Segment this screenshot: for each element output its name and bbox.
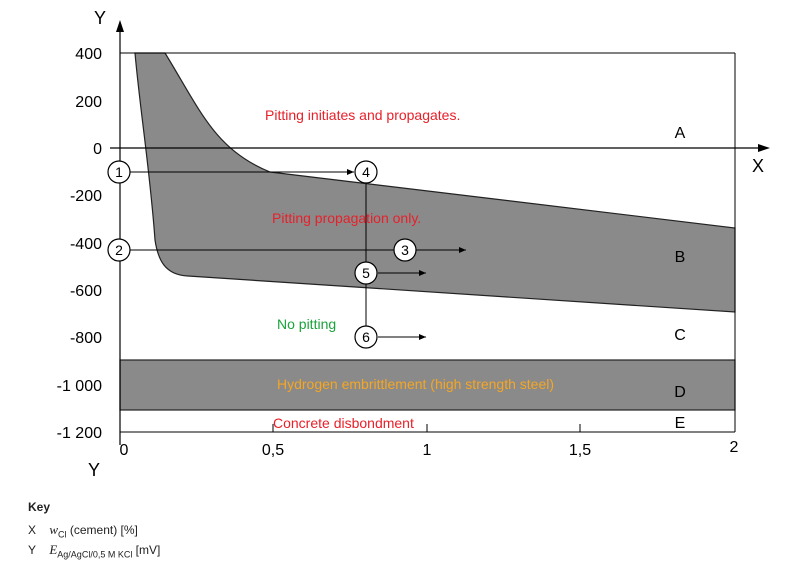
key-y-description: [mV]: [132, 543, 161, 557]
marker-4-label: 4: [362, 164, 370, 180]
key-y-letter: Y: [28, 543, 37, 557]
y-tick: -200: [70, 188, 102, 205]
y-tick: -1 200: [57, 425, 102, 442]
x-tick: 1,5: [569, 442, 591, 459]
zone-c-label: C: [674, 327, 686, 344]
marker-2: 2: [107, 238, 131, 262]
pitting-region: [134, 52, 736, 313]
y-tick: -1 000: [57, 378, 102, 395]
key-y-symbol: E: [49, 542, 58, 557]
pitting-initiates-label: Pitting initiates and propagates.: [265, 107, 460, 123]
x-tick: 0,5: [262, 442, 284, 459]
marker-6: 6: [354, 325, 378, 349]
y-axis-arrow-icon: [116, 20, 124, 32]
x-tick: 1: [423, 442, 432, 459]
key-x-description: (cement) [%]: [66, 523, 138, 537]
pitting-propagation-label: Pitting propagation only.: [272, 210, 421, 226]
marker-2-label: 2: [115, 242, 123, 258]
key-x-symbol: w: [49, 522, 59, 537]
hydrogen-embrittlement-label: Hydrogen embrittlement (high strength st…: [277, 376, 554, 392]
key-x-subscript: Cl: [58, 529, 67, 540]
y-tick: -600: [70, 283, 102, 300]
x-axis-name: X: [752, 156, 764, 176]
zone-d-label: D: [674, 384, 686, 401]
no-pitting-label: No pitting: [277, 316, 336, 332]
marker-6-label: 6: [362, 329, 370, 345]
hydrogen-band: [119, 359, 736, 411]
y-axis-name-top: Y: [94, 8, 106, 28]
x-axis-arrow-icon: [758, 144, 770, 152]
marker-5: 5: [354, 261, 378, 285]
marker-3: 3: [393, 238, 417, 262]
y-tick: 400: [75, 46, 102, 63]
x-tick: 0: [120, 442, 129, 459]
marker-1: 1: [107, 160, 131, 184]
key-row-x: X wCl (cement) [%]: [28, 520, 160, 540]
marker-3-label: 3: [401, 242, 409, 258]
y-tick: -400: [70, 236, 102, 253]
key-row-y: Y EAg/AgCl/0,5 M KCl [mV]: [28, 540, 160, 560]
key-y-subscript: Ag/AgCl/0,5 M KCl: [57, 549, 133, 560]
zone-a-label: A: [675, 125, 686, 142]
key-title: Key: [28, 500, 51, 514]
y-tick: 200: [75, 94, 102, 111]
marker-5-label: 5: [362, 265, 370, 281]
y-tick: 0: [93, 141, 102, 158]
zone-e-label: E: [675, 415, 686, 432]
y-axis-name-bottom: Y: [88, 460, 100, 480]
key-x-letter: X: [28, 523, 37, 537]
marker-4: 4: [354, 160, 378, 184]
marker-1-label: 1: [115, 164, 123, 180]
concrete-disbondment-label: Concrete disbondment: [273, 415, 414, 431]
y-tick: -800: [70, 330, 102, 347]
x-tick: 2: [730, 439, 739, 456]
zone-b-label: B: [675, 249, 686, 266]
key-legend: Key X wCl (cement) [%] Y EAg/AgCl/0,5 M …: [28, 500, 160, 560]
